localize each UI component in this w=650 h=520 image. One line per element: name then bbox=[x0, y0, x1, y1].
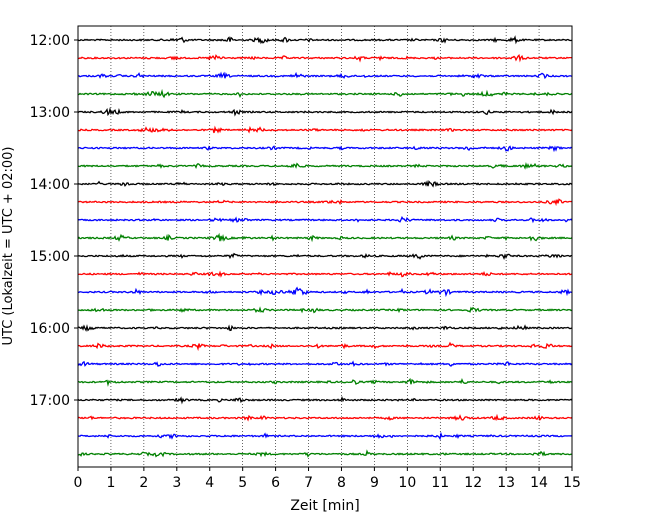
trace-1445 bbox=[77, 232, 573, 243]
x-tick-label: 12 bbox=[464, 475, 482, 491]
y-tick-label: 16:00 bbox=[30, 321, 70, 337]
trace-1715 bbox=[77, 413, 573, 422]
trace-1200 bbox=[77, 35, 573, 45]
trace-1345 bbox=[77, 161, 573, 170]
x-tick-label: 1 bbox=[106, 475, 115, 491]
y-tick-label: 17:00 bbox=[30, 393, 70, 409]
x-tick-label: 14 bbox=[530, 475, 548, 491]
y-tick-label: 13:00 bbox=[30, 105, 70, 121]
trace-1415 bbox=[77, 198, 573, 207]
trace-1245 bbox=[77, 88, 573, 99]
plot-frame bbox=[77, 25, 573, 468]
x-tick-label: 4 bbox=[205, 475, 214, 491]
trace-1615 bbox=[77, 341, 573, 352]
trace-1745 bbox=[77, 449, 573, 458]
trace-1330 bbox=[77, 145, 573, 153]
trace-1500 bbox=[77, 252, 573, 260]
x-tick-label: 8 bbox=[337, 475, 346, 491]
x-tick-label: 13 bbox=[497, 475, 515, 491]
trace-1730 bbox=[77, 431, 573, 441]
y-axis-label: UTC (Lokalzeit = UTC + 02:00) bbox=[1, 147, 16, 346]
trace-1645 bbox=[77, 377, 573, 387]
trace-1315 bbox=[77, 125, 573, 134]
trace-1515 bbox=[77, 270, 573, 278]
x-tick-label: 0 bbox=[74, 475, 83, 491]
x-tick-label: 11 bbox=[431, 475, 449, 491]
trace-1430 bbox=[77, 216, 573, 224]
x-tick-label: 9 bbox=[370, 475, 379, 491]
x-tick-label: 15 bbox=[563, 475, 581, 491]
trace-1530 bbox=[77, 286, 573, 298]
trace-1700 bbox=[77, 395, 573, 405]
trace-1400 bbox=[77, 179, 573, 188]
trace-1600 bbox=[77, 324, 573, 332]
trace-1545 bbox=[77, 306, 573, 314]
x-axis-ticks: 0 1 2 3 4 5 6 7 8 9 10 11 12 13 14 15 bbox=[74, 467, 581, 491]
seismic-traces bbox=[77, 35, 573, 458]
trace-1630 bbox=[77, 360, 573, 367]
trace-1300 bbox=[77, 106, 573, 117]
x-tick-label: 5 bbox=[238, 475, 247, 491]
x-tick-label: 6 bbox=[271, 475, 280, 491]
y-tick-label: 14:00 bbox=[30, 177, 70, 193]
x-tick-label: 3 bbox=[172, 475, 181, 491]
x-axis-label: Zeit [min] bbox=[290, 498, 359, 514]
x-tick-label: 7 bbox=[304, 475, 313, 491]
y-tick-label: 12:00 bbox=[30, 33, 70, 49]
x-tick-label: 10 bbox=[398, 475, 416, 491]
y-axis-ticks: 12:00 13:00 14:00 15:00 16:00 17:00 bbox=[30, 33, 78, 409]
y-tick-label: 15:00 bbox=[30, 249, 70, 265]
x-tick-label: 2 bbox=[139, 475, 148, 491]
trace-1230 bbox=[77, 71, 573, 80]
trace-1215 bbox=[77, 53, 573, 63]
